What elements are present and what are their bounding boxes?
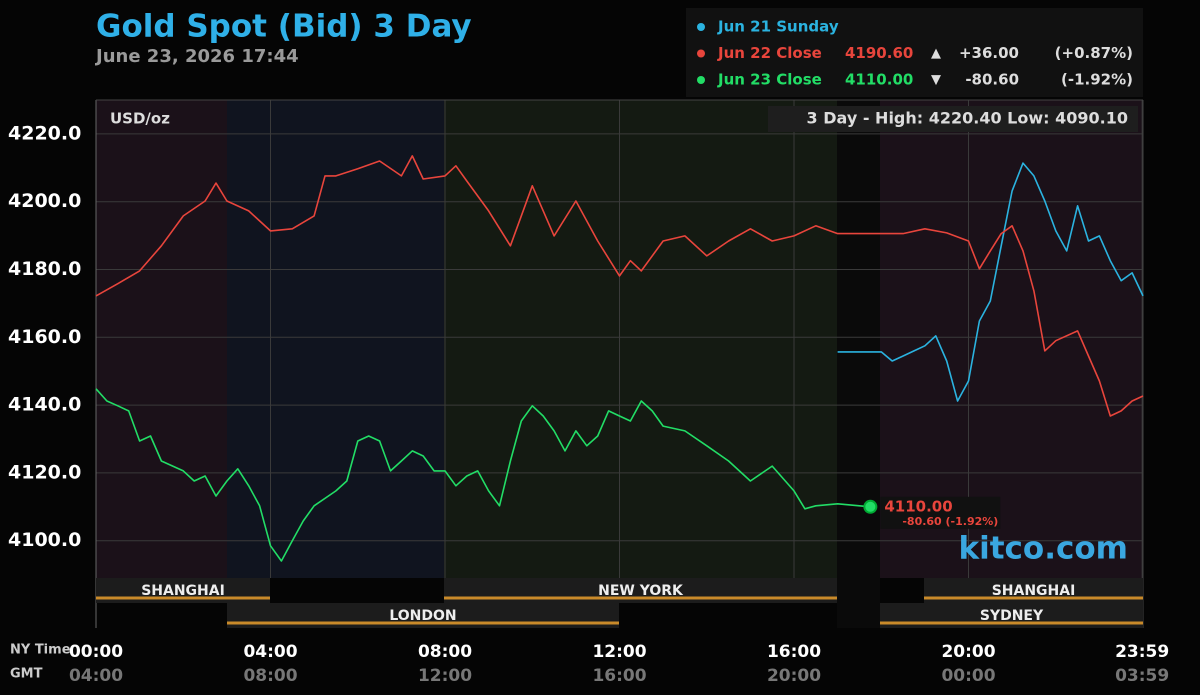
session-label: SHANGHAI <box>141 583 225 599</box>
x-tick-label: 12:00 <box>592 642 646 662</box>
legend-arrow: ▼ <box>931 73 941 88</box>
unit-label: USD/oz <box>110 110 170 128</box>
legend-close: 4110.00 <box>845 71 913 89</box>
x2-tick-label: 12:00 <box>418 666 472 686</box>
session-bg <box>837 100 880 628</box>
x-tick-label: 08:00 <box>418 642 472 662</box>
legend-marker <box>697 49 705 58</box>
session-label: LONDON <box>389 608 456 624</box>
end-label-change: -80.60 (-1.92%) <box>902 515 998 528</box>
y-tick-label: 4100.0 <box>8 529 81 551</box>
y-tick-label: 4140.0 <box>8 394 81 416</box>
legend-change-pct: (-1.92%) <box>1061 71 1133 89</box>
end-label-value: 4110.00 <box>884 497 952 515</box>
x2-tick-label: 08:00 <box>243 666 297 686</box>
legend-change: +36.00 <box>959 44 1019 62</box>
chart-subtitle: June 23, 2026 17:44 <box>94 46 299 67</box>
x-tick-label: 23:59 <box>1115 642 1169 662</box>
session-bg <box>227 100 444 578</box>
legend-label: Jun 21 Sunday <box>717 18 839 36</box>
y-tick-label: 4220.0 <box>8 122 81 144</box>
session-label: NEW YORK <box>598 583 684 599</box>
y-tick-label: 4180.0 <box>8 258 81 280</box>
x2-tick-label: 04:00 <box>69 666 123 686</box>
range-annotation: 3 Day - High: 4220.40 Low: 4090.10 <box>807 109 1128 128</box>
x-tick-label: 04:00 <box>243 642 297 662</box>
legend-label: Jun 22 Close <box>717 44 822 62</box>
x-axis-label: NY Time <box>10 643 71 658</box>
end-label-box <box>880 496 1001 529</box>
x2-tick-label: 00:00 <box>941 666 995 686</box>
session-bg <box>96 100 227 578</box>
session-bg <box>444 100 837 578</box>
series-line <box>95 388 871 562</box>
legend-box <box>686 8 1143 97</box>
y-tick-label: 4200.0 <box>8 190 81 212</box>
legend-marker <box>697 23 705 31</box>
series-line <box>95 155 1144 417</box>
x2-tick-label: 20:00 <box>767 666 821 686</box>
y-tick-label: 4120.0 <box>8 461 81 483</box>
x-tick-label: 16:00 <box>767 642 821 662</box>
chart-title: Gold Spot (Bid) 3 Day <box>96 9 472 45</box>
annotation-box <box>768 106 1138 132</box>
legend-label: Jun 23 Close <box>717 71 822 89</box>
y-tick-label: 4160.0 <box>8 326 81 348</box>
x2-tick-label: 16:00 <box>592 666 646 686</box>
x-tick-label: 00:00 <box>69 642 123 662</box>
session-label: SHANGHAI <box>992 583 1076 599</box>
legend-change: -80.60 <box>965 71 1019 89</box>
end-marker <box>863 499 878 514</box>
legend-marker <box>697 76 705 84</box>
x2-axis-label: GMT <box>10 667 43 682</box>
legend-close: 4190.60 <box>845 44 913 62</box>
session-label: SYDNEY <box>980 608 1044 624</box>
watermark: kitco.com <box>959 531 1129 567</box>
x-tick-label: 20:00 <box>941 642 995 662</box>
legend-arrow: ▲ <box>931 46 941 61</box>
x2-tick-label: 03:59 <box>1115 666 1169 686</box>
series-line <box>837 162 1144 402</box>
session-shading <box>96 100 1143 628</box>
legend-change-pct: (+0.87%) <box>1055 44 1133 62</box>
